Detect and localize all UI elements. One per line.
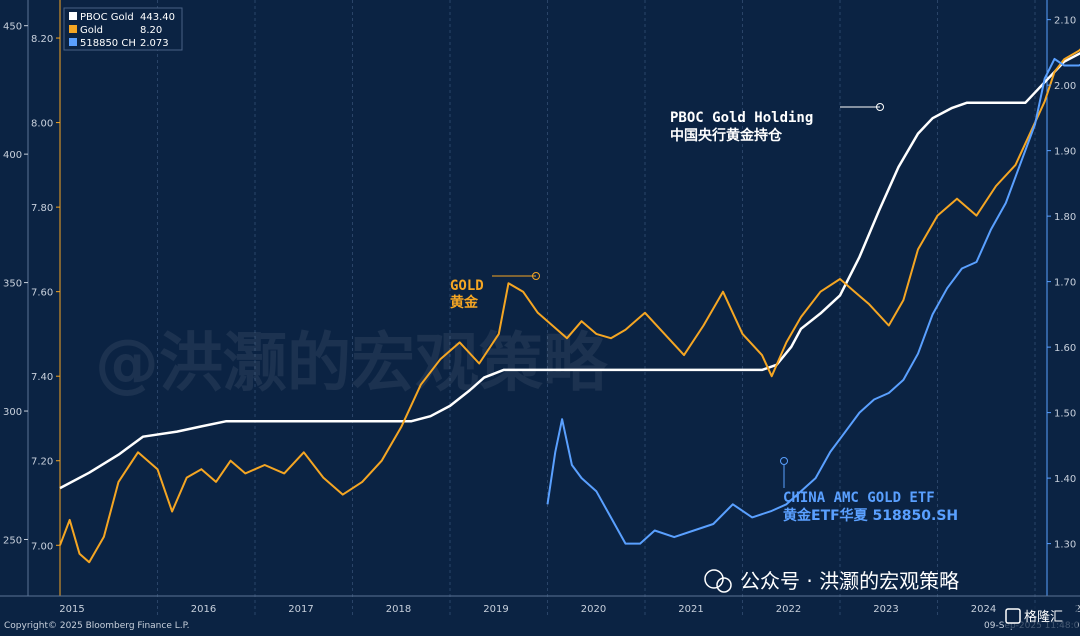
legend-label-gold: Gold xyxy=(80,25,103,36)
right-tick-label: 1.50 xyxy=(1054,409,1076,420)
x-tick-label: 2022 xyxy=(776,604,801,615)
annotation-gold-zh: 黄金 xyxy=(450,294,479,311)
right-tick-label: 2.10 xyxy=(1054,16,1076,27)
x-tick-label: 2024 xyxy=(971,604,996,615)
left-outer-tick-label: 450 xyxy=(3,22,22,33)
legend-swatch-etf xyxy=(69,38,77,46)
right-tick-label: 1.40 xyxy=(1054,474,1076,485)
left-inner-tick-label: 7.00 xyxy=(31,541,53,552)
right-tick-label: 1.30 xyxy=(1054,540,1076,551)
x-tick-label: 2017 xyxy=(288,604,313,615)
x-tick-label: 2021 xyxy=(678,604,703,615)
left-inner-tick-label: 7.80 xyxy=(31,203,53,214)
right-tick-label: 2.00 xyxy=(1054,81,1076,92)
left-inner-tick-label: 7.40 xyxy=(31,372,53,383)
right-tick-label: 1.90 xyxy=(1054,147,1076,158)
legend-swatch-pboc xyxy=(69,12,77,20)
legend-value-pboc: 443.40 xyxy=(140,12,175,23)
legend-value-etf: 2.073 xyxy=(140,38,169,49)
watermark-text: @洪灏的宏观策略 xyxy=(95,327,608,401)
x-tick-label: 2023 xyxy=(873,604,898,615)
x-tick-label: 2019 xyxy=(483,604,508,615)
corner-logo: 格隆汇 xyxy=(1004,605,1078,629)
legend-swatch-gold xyxy=(69,25,77,33)
wechat-text: 公众号 · 洪灏的宏观策略 xyxy=(740,569,959,593)
x-tick-label: 2020 xyxy=(581,604,606,615)
copyright-text: Copyright© 2025 Bloomberg Finance L.P. xyxy=(4,621,189,631)
legend-value-gold: 8.20 xyxy=(140,25,162,36)
left-inner-tick-label: 8.20 xyxy=(31,34,53,45)
right-tick-label: 1.60 xyxy=(1054,343,1076,354)
right-tick-label: 1.70 xyxy=(1054,278,1076,289)
legend-label-etf: 518850 CH xyxy=(80,38,136,49)
x-tick-label: 2016 xyxy=(191,604,216,615)
annotation-etf-zh: 黄金ETF华夏 518850.SH xyxy=(783,507,958,524)
annotation-gold-en: GOLD xyxy=(450,278,484,294)
left-outer-tick-label: 250 xyxy=(3,535,22,546)
annotation-etf-en: CHINA AMC GOLD ETF xyxy=(783,490,935,506)
corner-logo-text: 格隆汇 xyxy=(1024,609,1063,625)
left-outer-tick-label: 400 xyxy=(3,150,22,161)
right-tick-label: 1.80 xyxy=(1054,212,1076,223)
left-inner-tick-label: 7.60 xyxy=(31,288,53,299)
left-outer-tick-label: 300 xyxy=(3,407,22,418)
annotation-pboc-zh: 中国央行黄金持仓 xyxy=(670,127,783,144)
left-outer-tick-label: 350 xyxy=(3,279,22,290)
annotation-pboc-en: PBOC Gold Holding xyxy=(670,110,813,126)
left-inner-tick-label: 8.00 xyxy=(31,119,53,130)
x-tick-label: 2018 xyxy=(386,604,411,615)
x-tick-label: 2015 xyxy=(59,604,84,615)
legend: PBOC Gold 443.40 Gold 8.20 518850 CH 2.0… xyxy=(64,8,182,50)
left-inner-tick-label: 7.20 xyxy=(31,457,53,468)
wechat-mark: 公众号 · 洪灏的宏观策略 xyxy=(705,569,959,593)
legend-label-pboc: PBOC Gold xyxy=(80,12,134,23)
